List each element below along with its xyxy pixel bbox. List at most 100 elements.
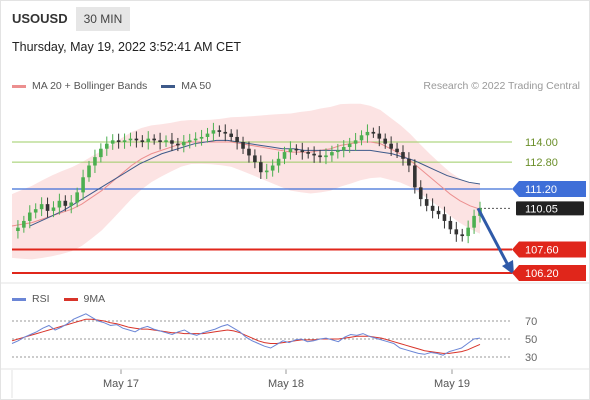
- candle-body: [104, 143, 109, 149]
- x-axis: May 17 May 18 May 19: [0, 368, 590, 398]
- candle-body: [424, 199, 429, 206]
- candle-body: [75, 192, 79, 203]
- level-labels: 114.00 112.80 111.20 110.05 107.60 106.20: [512, 137, 586, 281]
- price-legend: MA 20 + Bollinger Bands MA 50: [12, 80, 225, 92]
- candle-body: [170, 140, 174, 144]
- candle-body: [264, 170, 269, 173]
- candle-body: [353, 140, 358, 144]
- candle-body: [324, 155, 328, 158]
- legend-swatch: [161, 84, 176, 88]
- level-111-20-label: 111.20: [525, 184, 557, 196]
- candle-body: [282, 152, 287, 159]
- candle-body: [187, 140, 192, 142]
- candle-body: [211, 130, 216, 134]
- legend-swatch: [63, 297, 78, 301]
- datetime-label: Thursday, May 19, 2022 3:52:41 AM CET: [12, 40, 242, 54]
- candle-body: [93, 157, 97, 166]
- candle-body: [22, 220, 26, 228]
- candle-body: [436, 210, 441, 215]
- candle-body: [63, 200, 68, 206]
- candle-body: [45, 204, 50, 211]
- interval-button[interactable]: 30 MIN: [75, 7, 131, 31]
- candle-body: [205, 133, 210, 137]
- rsi-panel: 70 50 30: [0, 282, 590, 364]
- rsi-9ma-line: [11, 318, 481, 354]
- copyright: Research © 2022 Trading Central: [423, 80, 580, 92]
- candle-body: [122, 140, 127, 142]
- candle-body: [312, 153, 316, 156]
- candle-body: [330, 152, 334, 156]
- candle-body: [110, 140, 115, 144]
- candle-body: [460, 234, 465, 237]
- legend-swatch: [12, 297, 26, 301]
- candle-body: [377, 133, 382, 139]
- candle-body: [57, 200, 62, 208]
- candle-body: [318, 155, 322, 158]
- level-114-00-label: 114.00: [525, 137, 558, 149]
- candle-body: [16, 227, 20, 232]
- candle-body: [383, 138, 388, 144]
- candle-body: [253, 155, 257, 163]
- candles: [16, 122, 482, 244]
- candle-body: [229, 133, 233, 137]
- candle-body: [81, 177, 85, 193]
- symbol-label[interactable]: USOUSD: [4, 7, 76, 31]
- candle-body: [176, 143, 180, 146]
- candle-body: [359, 135, 364, 141]
- candle-body: [241, 142, 245, 149]
- level-106-20-label: 106.20: [525, 268, 559, 280]
- candle-body: [247, 148, 251, 156]
- legend-item-ma20: MA 20 + Bollinger Bands: [12, 80, 147, 92]
- candle-body: [341, 147, 346, 151]
- legend-swatch: [12, 84, 26, 88]
- forecast-arrow-head: [502, 260, 514, 275]
- candle-body: [347, 143, 352, 148]
- candle-body: [472, 215, 476, 228]
- candle-body: [466, 227, 470, 237]
- legend-item-ma50: MA 50: [161, 80, 211, 92]
- candle-body: [395, 148, 399, 153]
- candle-body: [407, 158, 411, 166]
- rsi-level-30-label: 30: [525, 352, 537, 364]
- candle-body: [259, 162, 263, 173]
- candle-body: [442, 214, 447, 221]
- level-107-60-label: 107.60: [525, 244, 559, 256]
- legend-label: MA 20 + Bollinger Bands: [32, 80, 148, 92]
- candle-body: [300, 150, 305, 153]
- candle-body: [401, 152, 405, 159]
- rsi-level-50-label: 50: [525, 334, 537, 346]
- candle-body: [152, 138, 156, 141]
- candle-body: [276, 158, 281, 166]
- candle-body: [39, 204, 44, 210]
- x-tick-label: May 17: [103, 378, 139, 390]
- x-tick-label: May 19: [434, 378, 470, 390]
- level-107-60-tag: [512, 241, 586, 258]
- legend-item-rsi: RSI: [12, 293, 50, 305]
- bollinger-bands: [12, 103, 480, 260]
- candle-body: [140, 140, 145, 142]
- level-111-20-tag: [512, 181, 586, 198]
- candle-body: [128, 138, 133, 141]
- candle-body: [134, 138, 139, 141]
- level-112-80-label: 112.80: [525, 157, 558, 169]
- legend-label: RSI: [32, 293, 50, 305]
- candle-body: [223, 131, 228, 134]
- candle-body: [448, 220, 453, 230]
- candle-body: [418, 187, 423, 200]
- candle-body: [454, 229, 459, 235]
- candle-body: [146, 138, 151, 142]
- rsi-level-70-label: 70: [525, 316, 537, 328]
- candle-body: [69, 202, 74, 206]
- candle-body: [158, 140, 162, 142]
- candle-body: [164, 140, 168, 142]
- candle-body: [336, 150, 340, 153]
- candle-body: [270, 165, 275, 171]
- candle-body: [27, 212, 32, 221]
- x-tick-label: May 18: [268, 378, 304, 390]
- candle-body: [99, 148, 103, 158]
- level-106-20-tag: [512, 265, 586, 281]
- candle-body: [193, 138, 198, 141]
- candle-body: [181, 142, 186, 146]
- candle-body: [235, 136, 239, 142]
